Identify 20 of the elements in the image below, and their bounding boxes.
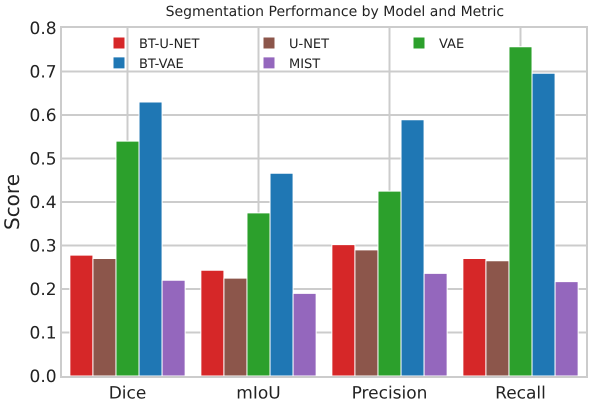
legend-label: BT-VAE (139, 56, 184, 72)
y-tick-label: 0.6 (30, 106, 57, 126)
y-tick-label: 0.2 (30, 280, 57, 300)
chart-title: Segmentation Performance by Model and Metric (166, 4, 504, 20)
y-tick-label: 0.5 (30, 149, 57, 170)
x-tick-label: Precision (352, 383, 428, 404)
x-tick-label: Dice (108, 383, 146, 404)
y-tick-label: 0.0 (30, 366, 57, 387)
y-tick-label: 0.7 (30, 62, 57, 82)
legend-label: VAE (439, 37, 464, 52)
y-tick-label: 0.1 (30, 323, 57, 344)
y-tick-label: 0.3 (30, 236, 57, 256)
y-tick-label: 0.8 (30, 18, 57, 39)
legend-label: U-NET (289, 37, 330, 52)
legend-label: MIST (289, 56, 320, 72)
y-axis-title: Score (0, 174, 24, 230)
y-tick-label: 0.4 (30, 192, 57, 213)
x-tick-label: mIoU (236, 383, 281, 404)
legend-label: BT-U-NET (139, 37, 200, 52)
x-tick-label: Recall (495, 383, 546, 404)
